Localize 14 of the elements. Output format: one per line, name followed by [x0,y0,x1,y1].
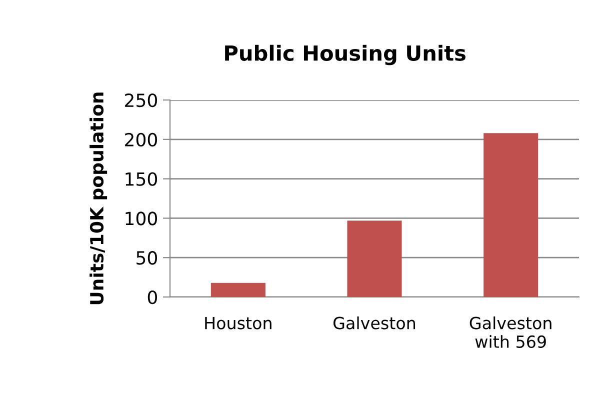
bar [347,220,402,297]
y-tick-label: 0 [148,290,157,304]
y-tick-label: 250 [125,93,157,108]
chart-title: Public Housing Units [225,44,466,66]
x-tick-label: Galveston with 569 [470,316,552,348]
bar [210,282,266,297]
bar [484,133,538,297]
y-tick-label: 50 [136,251,157,265]
y-tick-label: 100 [126,212,157,226]
y-tick-label: 150 [126,172,157,186]
y-tick-label: 200 [125,132,157,147]
x-tick-label: Houston [205,316,272,330]
y-axis-title: Units/10K population [90,92,108,304]
x-tick-label: Galveston [334,316,416,330]
